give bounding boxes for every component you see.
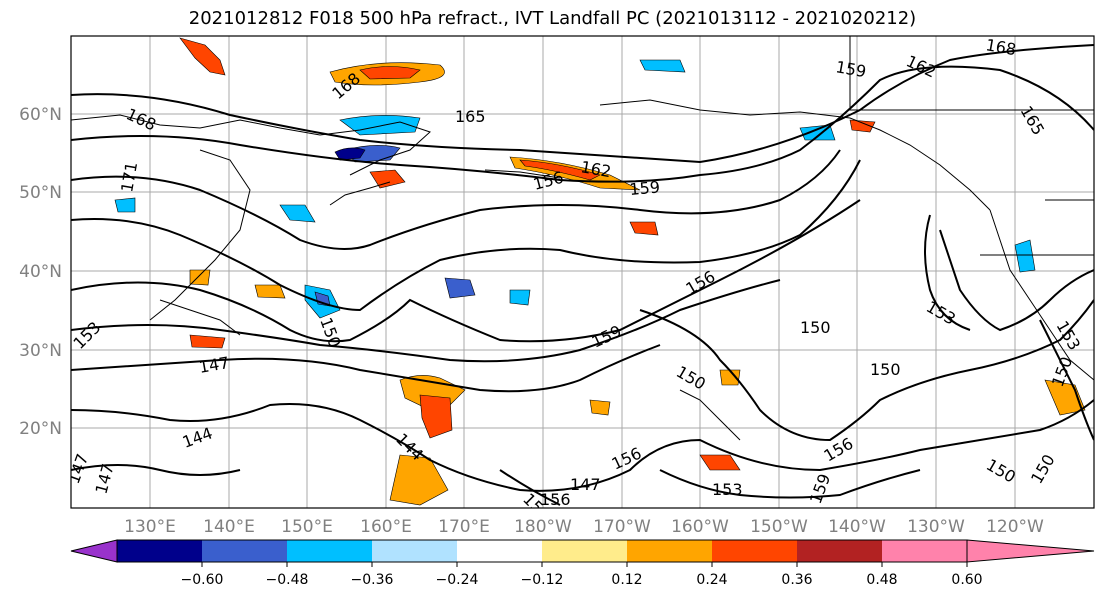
colorbar-ticks <box>201 562 968 567</box>
lon-label: 170°E <box>438 517 490 537</box>
contour-label: 150 <box>870 360 901 379</box>
contour-label: 150 <box>800 318 831 337</box>
lon-label: 170°W <box>593 517 651 537</box>
lon-label: 160°E <box>360 517 412 537</box>
colorbar-tick-label: −0.36 <box>351 572 394 588</box>
colorbar-segment <box>117 540 202 562</box>
colorbar-segment <box>627 540 712 562</box>
lon-label: 180°W <box>514 517 572 537</box>
latitude-labels: 60°N 50°N 40°N 30°N 20°N <box>19 105 62 439</box>
contour-label: 168 <box>984 35 1017 59</box>
shaded-anomalies <box>114 37 1086 506</box>
colorbar-segment <box>712 540 797 562</box>
colorbar-segment <box>542 540 627 562</box>
colorbar-tick-label: −0.24 <box>436 572 479 588</box>
lat-label: 30°N <box>19 341 62 361</box>
coastlines <box>71 36 1094 441</box>
figure-title: 2021012812 F018 500 hPa refract., IVT La… <box>188 8 917 29</box>
map-area <box>71 36 1094 508</box>
lon-label: 120°W <box>986 517 1044 537</box>
lon-label: 160°W <box>671 517 729 537</box>
colorbar-tick-label: 0.12 <box>611 572 642 588</box>
contour-label: 153 <box>712 480 743 499</box>
colorbar-tick-label: 0.36 <box>781 572 812 588</box>
longitude-labels: 130°E 140°E 150°E 160°E 170°E 180°W 170°… <box>124 517 1044 537</box>
lat-label: 50°N <box>19 183 62 203</box>
contour-label: 165 <box>455 107 486 126</box>
colorbar-extend-low <box>70 539 118 563</box>
colorbar-tick-label: 0.48 <box>866 572 897 588</box>
contour-label: 156 <box>540 490 571 509</box>
colorbar-tick-label: 0.24 <box>696 572 727 588</box>
colorbar-tick-label: −0.60 <box>181 572 224 588</box>
map-frame <box>70 35 1095 509</box>
lon-label: 140°W <box>828 517 886 537</box>
colorbar-segment <box>882 540 967 562</box>
lon-label: 150°E <box>281 517 333 537</box>
colorbar-segment <box>457 540 542 562</box>
colorbar-tick-label: 0.60 <box>951 572 982 588</box>
colorbar-segment <box>202 540 287 562</box>
contour-label: 159 <box>629 177 661 199</box>
colorbar-segment <box>287 540 372 562</box>
lon-label: 130°E <box>124 517 176 537</box>
lon-label: 140°E <box>203 517 255 537</box>
colorbar-tick-label: −0.48 <box>266 572 309 588</box>
colorbar-segment <box>372 540 457 562</box>
height-contours <box>71 44 1094 506</box>
colorbar-extend-high <box>966 539 1095 563</box>
contour-label: 147 <box>570 475 601 494</box>
colorbar: −0.60 −0.48 −0.36 −0.24 −0.12 0.12 0.24 … <box>70 539 1095 588</box>
lon-label: 130°W <box>907 517 965 537</box>
lat-label: 60°N <box>19 105 62 125</box>
colorbar-segment <box>797 540 882 562</box>
lat-label: 20°N <box>19 419 62 439</box>
lat-label: 40°N <box>19 262 62 282</box>
lon-label: 150°W <box>750 517 808 537</box>
colorbar-tick-label: −0.12 <box>521 572 564 588</box>
